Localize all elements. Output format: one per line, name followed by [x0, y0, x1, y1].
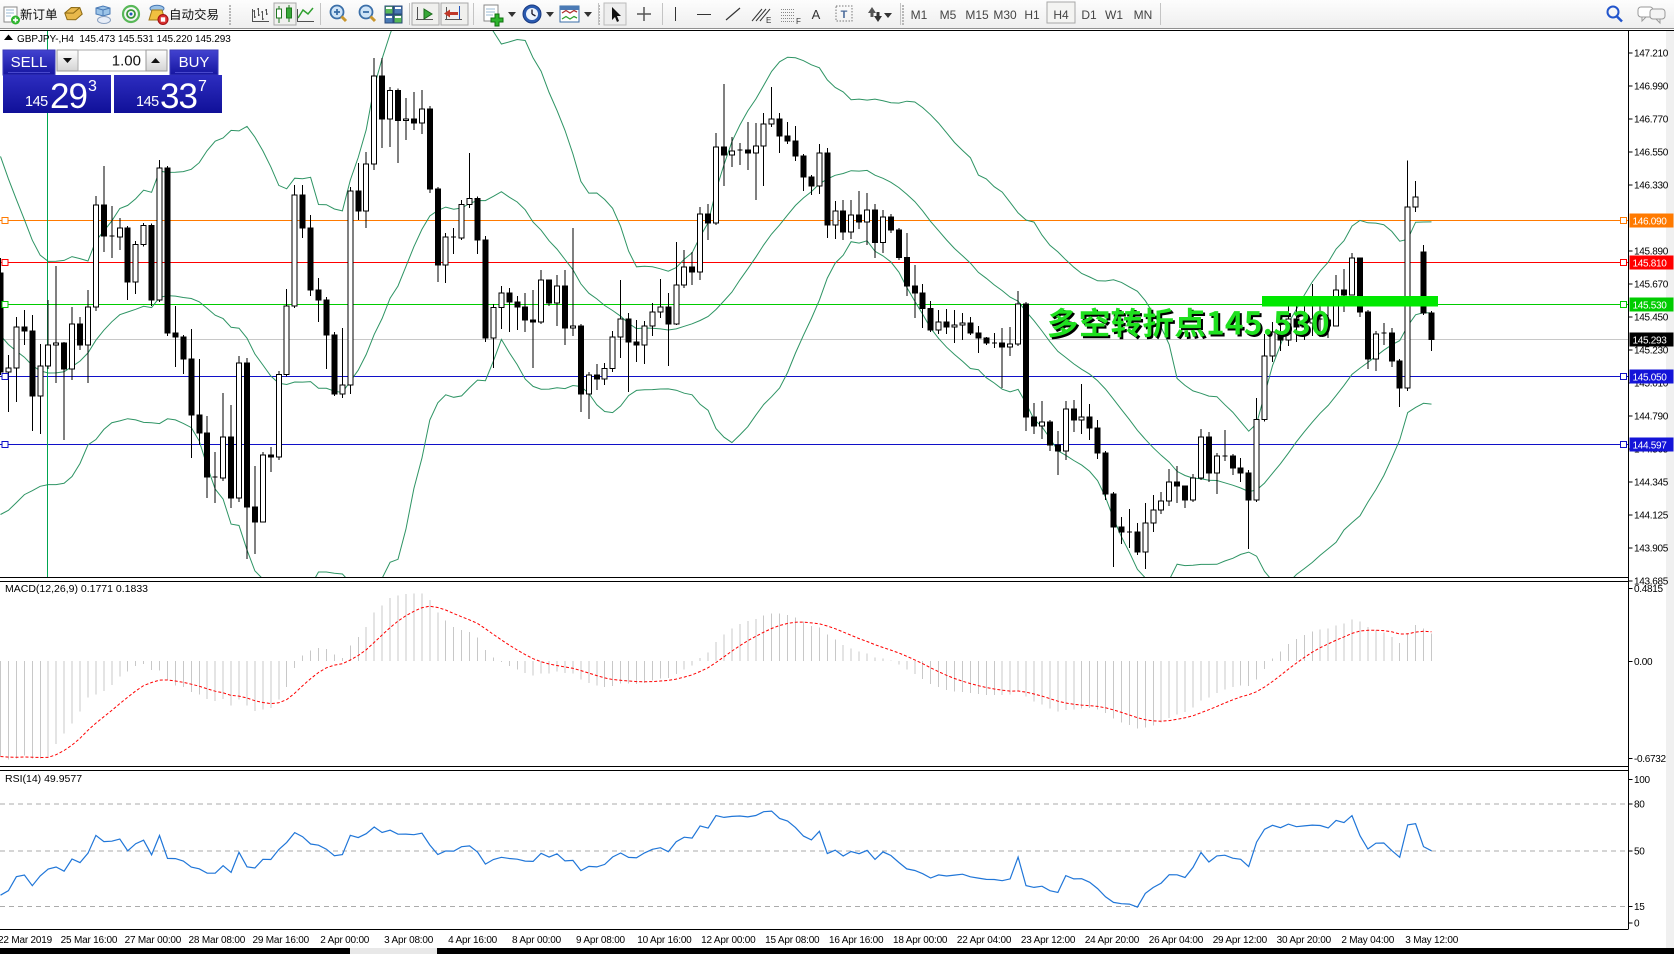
svg-text:RSI(14) 49.9577: RSI(14) 49.9577	[5, 773, 82, 785]
svg-text:-0.6732: -0.6732	[1634, 754, 1667, 765]
svg-text:10 Apr 16:00: 10 Apr 16:00	[637, 935, 692, 946]
svg-text:M30: M30	[993, 8, 1017, 22]
svg-text:143.685: 143.685	[1634, 576, 1669, 587]
svg-text:22 Apr 04:00: 22 Apr 04:00	[957, 935, 1012, 946]
svg-text:50: 50	[1634, 847, 1645, 858]
svg-text:2 Apr 00:00: 2 Apr 00:00	[320, 935, 370, 946]
svg-text:F: F	[796, 17, 801, 26]
svg-text:30 Apr 20:00: 30 Apr 20:00	[1277, 935, 1332, 946]
svg-text:M5: M5	[940, 8, 957, 22]
svg-text:SELL: SELL	[11, 54, 48, 71]
svg-text:143.905: 143.905	[1634, 543, 1669, 554]
svg-text:MN: MN	[1134, 8, 1153, 22]
svg-text:D1: D1	[1081, 8, 1097, 22]
svg-text:145.050: 145.050	[1633, 373, 1668, 384]
svg-text:144.790: 144.790	[1634, 411, 1669, 422]
svg-text:29 Apr 12:00: 29 Apr 12:00	[1213, 935, 1268, 946]
svg-text:144.597: 144.597	[1633, 441, 1668, 452]
svg-text:4 Apr 16:00: 4 Apr 16:00	[448, 935, 498, 946]
svg-text:15: 15	[1634, 902, 1645, 913]
svg-text:145.890: 145.890	[1634, 246, 1669, 257]
svg-text:146.550: 146.550	[1634, 147, 1669, 158]
svg-text:145.450: 145.450	[1634, 312, 1669, 323]
svg-text:144.345: 144.345	[1634, 477, 1669, 488]
svg-text:100: 100	[1634, 775, 1651, 786]
svg-text:145.230: 145.230	[1634, 345, 1669, 356]
svg-text:145.670: 145.670	[1634, 279, 1669, 290]
svg-text:2 May 04:00: 2 May 04:00	[1341, 935, 1394, 946]
svg-text:29 Mar 16:00: 29 Mar 16:00	[252, 935, 309, 946]
svg-text:A: A	[812, 7, 821, 22]
svg-text:M1: M1	[911, 8, 928, 22]
svg-text:146.770: 146.770	[1634, 114, 1669, 125]
svg-text:145.530: 145.530	[1633, 301, 1668, 312]
svg-text:T: T	[841, 9, 848, 21]
svg-text:145.293: 145.293	[1633, 336, 1668, 347]
svg-text:145.010: 145.010	[1634, 378, 1669, 389]
svg-text:16 Apr 16:00: 16 Apr 16:00	[829, 935, 884, 946]
svg-text:24 Apr 20:00: 24 Apr 20:00	[1085, 935, 1140, 946]
svg-text:M15: M15	[965, 8, 989, 22]
svg-text:9 Apr 08:00: 9 Apr 08:00	[576, 935, 626, 946]
svg-text:146.990: 146.990	[1634, 81, 1669, 92]
svg-text:BUY: BUY	[179, 54, 210, 71]
svg-text:3 Apr 08:00: 3 Apr 08:00	[384, 935, 434, 946]
svg-text:0: 0	[1634, 919, 1640, 930]
svg-text:12 Apr 00:00: 12 Apr 00:00	[701, 935, 756, 946]
svg-text:H1: H1	[1024, 8, 1040, 22]
svg-text:146.090: 146.090	[1633, 217, 1668, 228]
svg-text:W1: W1	[1105, 8, 1123, 22]
svg-text:144.125: 144.125	[1634, 510, 1669, 521]
svg-text:7: 7	[198, 78, 207, 95]
svg-text:22 Mar 2019: 22 Mar 2019	[0, 935, 53, 946]
svg-text:28 Mar 08:00: 28 Mar 08:00	[189, 935, 246, 946]
svg-text:3: 3	[88, 78, 97, 95]
svg-text:1.00: 1.00	[112, 53, 141, 70]
svg-text:15 Apr 08:00: 15 Apr 08:00	[765, 935, 820, 946]
svg-text:27 Mar 00:00: 27 Mar 00:00	[125, 935, 182, 946]
svg-text:0.00: 0.00	[1634, 657, 1653, 668]
svg-text:23 Apr 12:00: 23 Apr 12:00	[1021, 935, 1076, 946]
svg-text:MACD(12,26,9) 0.1771 0.1833: MACD(12,26,9) 0.1771 0.1833	[5, 583, 148, 595]
svg-text:GBPJPY-,H4 145.473 145.531 14: GBPJPY-,H4 145.473 145.531 145.220 145.2…	[17, 34, 231, 45]
svg-text:145.810: 145.810	[1633, 259, 1668, 270]
svg-text:0.4815: 0.4815	[1634, 584, 1664, 595]
svg-text:26 Apr 04:00: 26 Apr 04:00	[1149, 935, 1204, 946]
svg-text:3 May 12:00: 3 May 12:00	[1405, 935, 1458, 946]
svg-text:33: 33	[160, 77, 197, 116]
svg-text:80: 80	[1634, 799, 1645, 810]
svg-text:145: 145	[25, 94, 48, 110]
svg-text:29: 29	[50, 77, 87, 116]
svg-text:18 Apr 00:00: 18 Apr 00:00	[893, 935, 948, 946]
svg-text:25 Mar 16:00: 25 Mar 16:00	[61, 935, 118, 946]
svg-text:H4: H4	[1053, 8, 1069, 22]
svg-text:8 Apr 00:00: 8 Apr 00:00	[512, 935, 562, 946]
svg-text:146.330: 146.330	[1634, 180, 1669, 191]
svg-text:145: 145	[136, 94, 159, 110]
svg-text:E: E	[766, 16, 771, 25]
svg-text:147.210: 147.210	[1634, 48, 1669, 59]
